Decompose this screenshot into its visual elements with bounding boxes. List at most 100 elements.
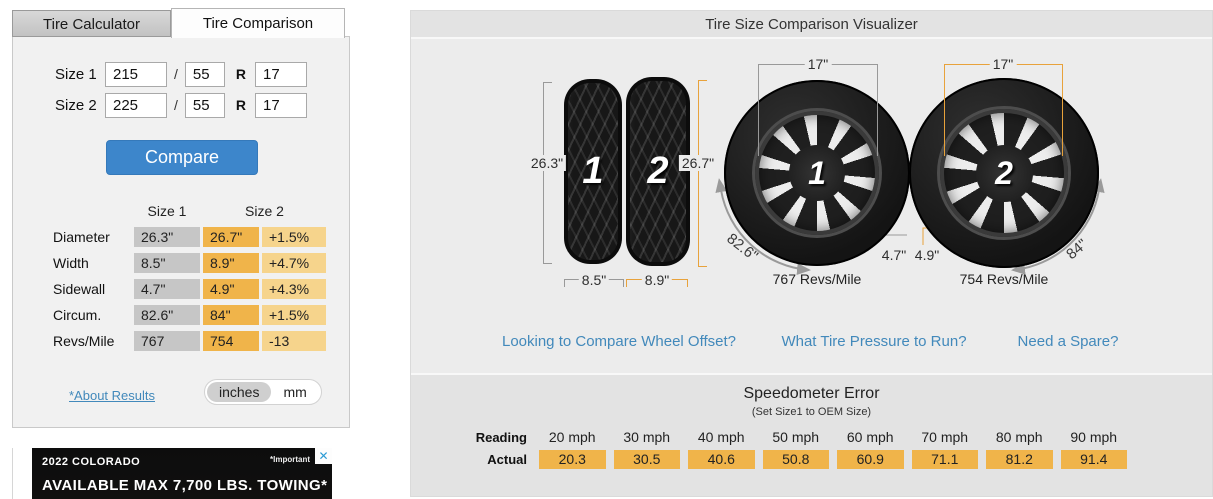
about-results-link[interactable]: *About Results: [69, 388, 155, 403]
results-table: Size 1 Size 2 Diameter 26.3" 26.7" +1.5%…: [53, 203, 326, 351]
reading-value: 30 mph: [623, 429, 671, 445]
size1-rim-input[interactable]: [255, 61, 308, 87]
unit-toggle[interactable]: inches mm: [204, 379, 322, 405]
results-header-size1: Size 1: [147, 203, 187, 219]
wheel2-number: 2: [995, 154, 1013, 191]
size2-label: Size 2: [55, 96, 97, 114]
wheel1-hub: 1: [789, 145, 845, 201]
reading-value: 90 mph: [1070, 429, 1118, 445]
reading-value: 50 mph: [772, 429, 820, 445]
row-label-diameter: Diameter: [53, 229, 110, 245]
speedometer-actual-row: Actual 20.3 30.5 40.6 50.8 60.9 71.1 81.…: [467, 449, 1212, 469]
wheel2-rim-bracket: [944, 64, 1063, 156]
wheel1-rim-label: 17": [804, 56, 832, 72]
actual-value: 20.3: [539, 449, 606, 469]
ad-creative[interactable]: 2022 COLORADO AVAILABLE MAX 7,700 LBS. T…: [32, 448, 332, 499]
tire2-diameter-label: 26.7": [678, 155, 718, 171]
width-diff-value: +4.7%: [262, 253, 326, 273]
size1-width-input[interactable]: [105, 61, 167, 87]
visualizer-title: Tire Size Comparison Visualizer: [411, 11, 1212, 39]
actual-value: 81.2: [986, 449, 1053, 469]
visualizer-panel: Tire Size Comparison Visualizer: [410, 10, 1213, 497]
size2-aspect-input[interactable]: [184, 92, 225, 118]
row-label-width: Width: [53, 255, 89, 271]
tire2-width-label: 8.9": [641, 272, 673, 288]
wheel2-hub: 2: [975, 144, 1033, 202]
actual-value: 40.6: [688, 449, 755, 469]
revs-size1-value: 767: [134, 331, 200, 351]
reading-row-label: Reading: [475, 429, 527, 445]
width-size1-value: 8.5": [134, 253, 200, 273]
unit-option-inches[interactable]: inches: [207, 382, 272, 402]
diameter-size1-value: 26.3": [134, 227, 200, 247]
tire1-tread-view: 1: [564, 79, 622, 264]
actual-value: 71.1: [911, 449, 978, 469]
need-spare-link[interactable]: Need a Spare?: [1017, 333, 1119, 350]
size2-r-label: R: [235, 97, 247, 113]
tab-tire-comparison[interactable]: Tire Comparison: [171, 8, 345, 38]
speedometer-table: Reading 20 mph 30 mph 40 mph 50 mph 60 m…: [411, 427, 1212, 469]
actual-value: 50.8: [762, 449, 829, 469]
sidewall-diff-value: +4.3%: [262, 279, 326, 299]
size2-separator: /: [174, 97, 178, 113]
revs-diff-value: -13: [262, 331, 326, 351]
ad-subheadline: AVAILABLE MAX 7,700 LBS. TOWING*: [42, 477, 328, 494]
speedometer-subtitle: (Set Size1 to OEM Size): [751, 406, 872, 418]
ad-headline: 2022 COLORADO: [42, 456, 141, 468]
unit-option-mm[interactable]: mm: [283, 384, 307, 400]
wheel2-rim-label: 17": [989, 56, 1017, 72]
row-label-revs-per-mile: Revs/Mile: [53, 333, 115, 349]
comparison-form-panel: Size 1 / R Size 2 / R Compare Size 1 Siz…: [12, 36, 350, 428]
wheel2-rim: [940, 109, 1068, 237]
reading-value: 80 mph: [995, 429, 1043, 445]
results-header-size2: Size 2: [245, 203, 284, 219]
wheel1-side-view: 1: [724, 80, 910, 266]
size1-row: Size 1 / R: [13, 61, 349, 87]
reading-value: 60 mph: [846, 429, 894, 445]
circumference-size1-value: 82.6": [134, 305, 200, 325]
wheel1-revs-label: 767 Revs/Mile: [772, 271, 862, 287]
actual-row-label: Actual: [487, 451, 527, 467]
tire2-diameter-bracket: [698, 80, 707, 267]
circumference-size2-value: 84": [203, 305, 259, 325]
size1-label: Size 1: [55, 65, 97, 83]
actual-value: 91.4: [1060, 449, 1127, 469]
size1-aspect-input[interactable]: [184, 61, 225, 87]
wheel1-sidewall-label: 4.7": [881, 247, 907, 263]
tire2-tread-view: 2: [626, 77, 690, 266]
visualizer-canvas: 1 2 26.3" 26.7" 8.5" 8.9" 1: [411, 39, 1212, 373]
size1-separator: /: [174, 66, 178, 82]
wheel1-number: 1: [808, 154, 826, 191]
speedometer-title: Speedometer Error: [743, 385, 880, 402]
diameter-diff-value: +1.5%: [262, 227, 326, 247]
compare-button[interactable]: Compare: [106, 140, 258, 175]
tire2-number: 2: [647, 150, 669, 192]
reading-value: 40 mph: [697, 429, 745, 445]
size1-r-label: R: [235, 66, 247, 82]
tab-tire-calculator[interactable]: Tire Calculator: [12, 10, 171, 37]
sidewall-size1-value: 4.7": [134, 279, 200, 299]
revs-size2-value: 754: [203, 331, 259, 351]
tire1-width-label: 8.5": [578, 272, 610, 288]
diameter-size2-value: 26.7": [203, 227, 259, 247]
sidewall-size2-value: 4.9": [203, 279, 259, 299]
wheel2-side-view: 2: [909, 78, 1099, 268]
row-label-circumference: Circum.: [53, 307, 102, 323]
tire1-diameter-label: 26.3": [527, 155, 567, 171]
ad-disclaimer: *Important: [270, 455, 310, 464]
tire-pressure-link[interactable]: What Tire Pressure to Run?: [781, 333, 967, 350]
speedometer-reading-row: Reading 20 mph 30 mph 40 mph 50 mph 60 m…: [467, 427, 1212, 447]
size2-width-input[interactable]: [105, 92, 167, 118]
wheel1-rim: [754, 110, 880, 236]
wheel1-rim-bracket: [758, 64, 878, 156]
actual-value: 30.5: [613, 449, 680, 469]
ad-close-icon[interactable]: ✕: [315, 448, 332, 464]
reading-value: 20 mph: [548, 429, 596, 445]
speedometer-error-section: Speedometer Error (Set Size1 to OEM Size…: [411, 373, 1212, 496]
size2-rim-input[interactable]: [255, 92, 308, 118]
circumference-diff-value: +1.5%: [262, 305, 326, 325]
reading-value: 70 mph: [921, 429, 969, 445]
wheel-offset-link[interactable]: Looking to Compare Wheel Offset?: [501, 333, 737, 350]
tire1-diameter-bracket: [543, 82, 552, 264]
